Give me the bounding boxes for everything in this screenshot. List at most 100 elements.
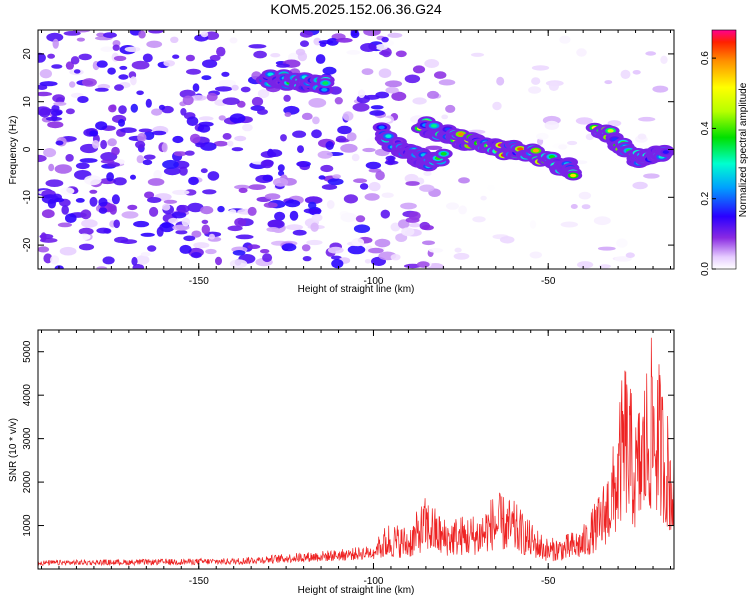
- spectrogram-cell: [304, 196, 323, 204]
- spectrogram-cell: [193, 242, 210, 249]
- spectrogram-ridge-cell: [430, 124, 438, 128]
- spectrogram-cell: [73, 69, 81, 74]
- spectrogram-cell: [38, 246, 50, 253]
- spectrogram-cell: [94, 87, 109, 92]
- spectrogram-cell: [113, 55, 127, 62]
- spectrogram-cell: [593, 216, 611, 226]
- spectrogram-ridge-cell: [385, 134, 392, 138]
- spectrogram-cell: [184, 150, 195, 156]
- spectrogram-cell: [266, 227, 280, 232]
- spectrogram-cell: [424, 59, 440, 68]
- spectrogram-cell: [39, 237, 58, 243]
- y-tick-label: 5000: [22, 340, 33, 363]
- spectrogram-cell: [206, 92, 218, 102]
- spectrogram-cell: [381, 36, 389, 43]
- spectrogram-cell: [163, 199, 178, 204]
- spectrogram-cell: [47, 53, 55, 59]
- spectrogram-cell: [567, 140, 578, 146]
- spectrogram-cell: [531, 77, 541, 85]
- spectrogram-cell: [190, 95, 207, 101]
- spectrogram-cell: [248, 44, 267, 49]
- spectrogram-cell: [454, 247, 462, 253]
- spectrogram-cell: [39, 69, 53, 79]
- spectrogram-cell: [257, 89, 270, 99]
- spectrogram-cell: [251, 96, 264, 107]
- spectrogram-cell: [299, 30, 314, 38]
- spectrogram-cell: [173, 151, 187, 157]
- spectrogram-panel: -150 -100 -50 20 10 0 -10 -20 Height of straig…: [8, 29, 675, 295]
- spectrogram-cell: [89, 196, 98, 207]
- spectrogram-cell: [347, 245, 366, 255]
- spectrogram-cell: [202, 189, 217, 195]
- spectrogram-cell: [359, 183, 369, 190]
- spectrogram-cell: [232, 250, 246, 256]
- spectrogram-ridge-cell: [321, 88, 328, 92]
- spectrogram-cell: [313, 37, 322, 46]
- spectrogram-cell: [195, 142, 206, 148]
- spectrogram-ridge-cell: [532, 148, 540, 153]
- spectrogram-cell: [51, 104, 60, 112]
- spectrogram-cell: [387, 32, 403, 38]
- x-tick-label: -50: [541, 576, 556, 587]
- colorbar-tick-label: 0.4: [700, 121, 711, 135]
- spectrogram-cell: [229, 113, 246, 124]
- spectrogram-cell: [292, 229, 307, 236]
- spectrogram-cell: [327, 178, 344, 186]
- spectrogram-cell: [207, 171, 220, 181]
- spectrogram-cell: [365, 161, 382, 170]
- spectrogram-cell: [234, 217, 247, 227]
- spectrogram-cell: [130, 103, 138, 113]
- spectrogram-cell: [297, 161, 307, 167]
- spectrogram-cell: [301, 244, 311, 252]
- spectrogram-cell: [198, 116, 214, 121]
- spectrogram-cell: [231, 84, 239, 91]
- spectrogram-cell: [277, 164, 285, 172]
- spectrogram-cell: [63, 31, 81, 36]
- spectrogram-cell: [235, 234, 254, 240]
- spectrogram-cell: [408, 223, 421, 228]
- spectrogram-cell: [98, 197, 108, 207]
- spectrogram-cell: [325, 141, 334, 150]
- spectrogram-cell: [127, 204, 138, 211]
- spectrogram-cell: [186, 116, 199, 126]
- spectrogram-cell: [331, 259, 344, 269]
- spectrogram-cell: [54, 164, 72, 174]
- spectrogram-cell: [147, 197, 162, 203]
- spectrogram-cell: [120, 127, 137, 133]
- spectrogram-cell: [77, 96, 89, 103]
- spectrogram-cell: [318, 175, 326, 180]
- spectrogram-cell: [253, 50, 267, 59]
- spectrogram-cell: [353, 224, 371, 233]
- spectrogram-cell: [616, 238, 628, 248]
- spectrogram-cell: [69, 81, 76, 88]
- y-tick-label: 4000: [22, 384, 33, 407]
- spectrogram-cell: [581, 204, 591, 210]
- spectrogram-cell: [46, 32, 64, 42]
- spectrogram-cell: [492, 101, 502, 111]
- x-tick-label: -150: [189, 576, 209, 587]
- spectrogram-cell: [200, 206, 214, 215]
- spectrogram-cell: [52, 38, 59, 49]
- spectrogram-cell: [156, 226, 164, 237]
- spectrogram-cell: [70, 56, 80, 65]
- spectrogram-cell: [109, 205, 117, 215]
- spectrogram-cell: [322, 66, 337, 75]
- spectrogram-cell: [43, 148, 57, 158]
- spectrogram-cell: [205, 248, 217, 255]
- colorbar-tick-label: 0.2: [700, 191, 711, 205]
- snr-plot-area: [38, 330, 674, 569]
- spectrogram-cell: [118, 105, 127, 114]
- spectrogram-cell: [544, 120, 560, 130]
- spectrogram-cell: [558, 144, 568, 150]
- spectrogram-cell: [228, 209, 237, 215]
- spectrogram-cell: [84, 175, 102, 186]
- spectrogram-cell: [119, 65, 128, 70]
- spectrogram-cell: [47, 198, 57, 209]
- spectrogram-cell: [559, 35, 571, 44]
- spectrogram-cell: [175, 230, 188, 235]
- spectrogram-cell: [308, 201, 317, 210]
- spectrogram-x-axis-label: Height of straight line (km): [298, 284, 415, 295]
- spectrogram-cell: [487, 185, 496, 191]
- spectrogram-cell: [480, 195, 487, 201]
- spectrogram-cell: [363, 30, 381, 37]
